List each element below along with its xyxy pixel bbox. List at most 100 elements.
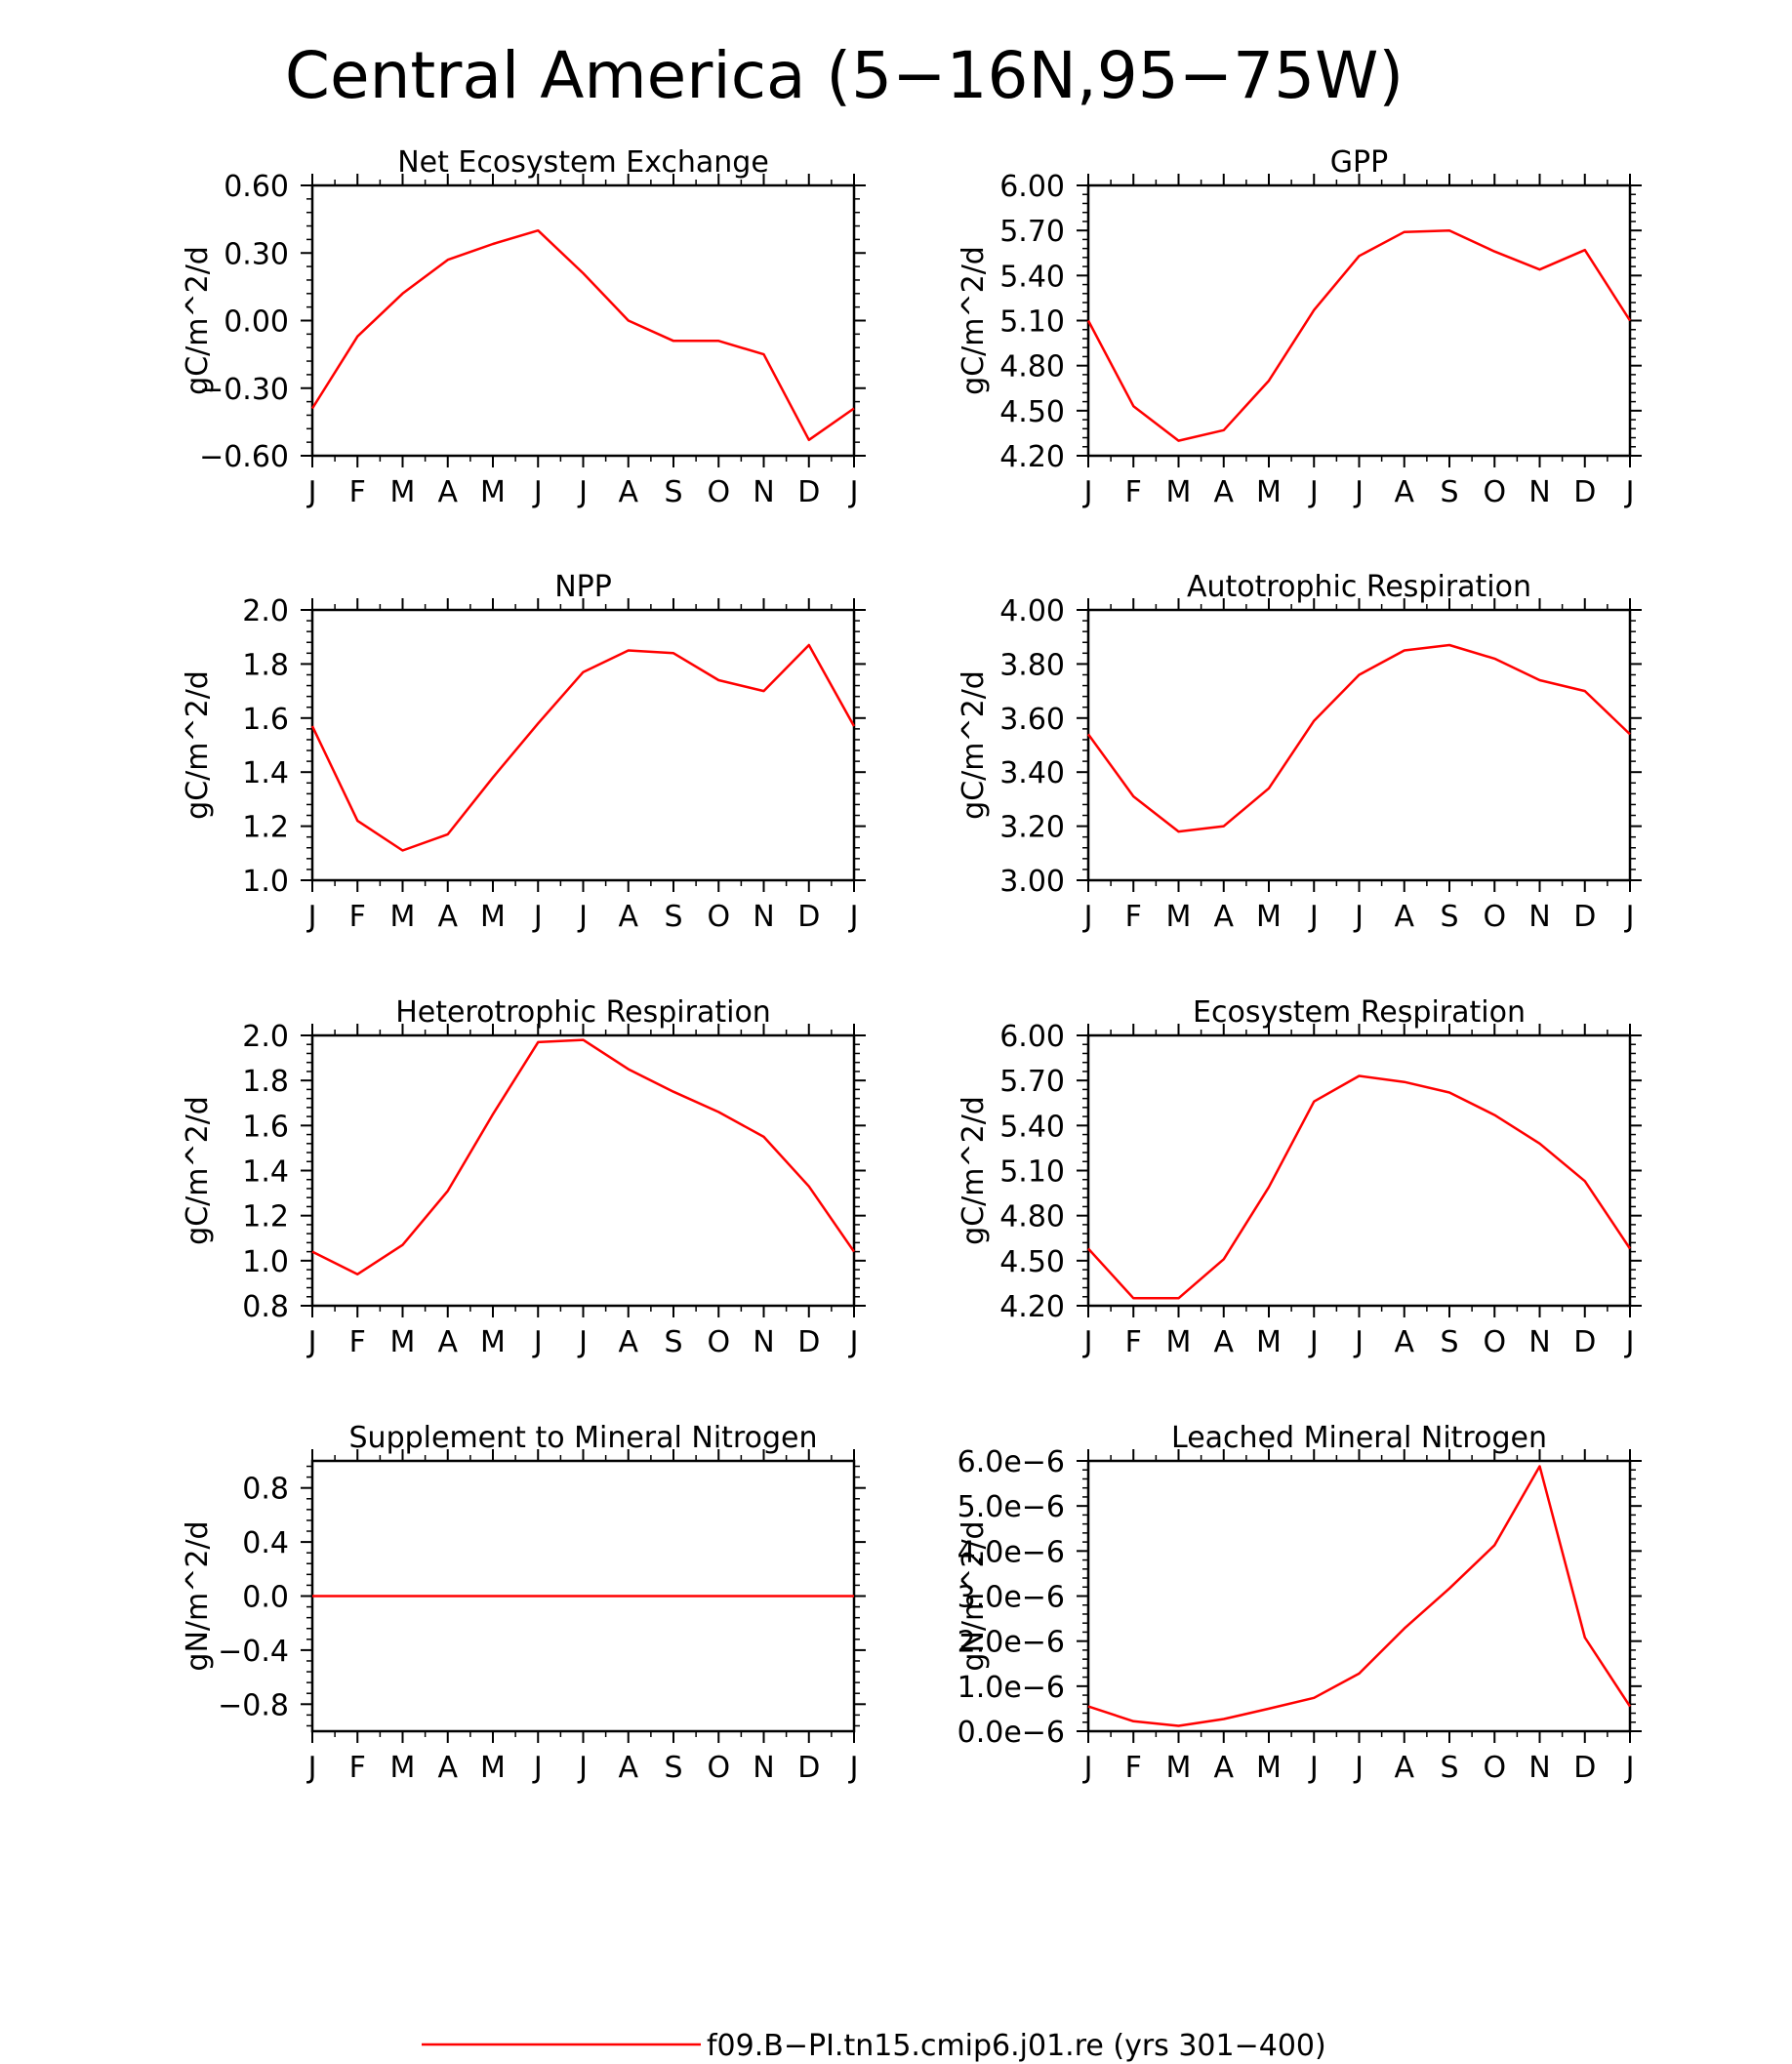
- plot-frame: [310, 183, 856, 458]
- y-tick-label: 6.0e−6: [957, 1445, 1065, 1479]
- x-tick-label: M: [390, 1325, 416, 1359]
- x-tick-label: D: [797, 900, 820, 934]
- x-tick-label: J: [848, 475, 859, 509]
- y-tick-label: 1.0: [242, 865, 289, 899]
- y-tick-label: −0.4: [218, 1635, 289, 1669]
- x-tick-label: S: [1440, 1325, 1458, 1359]
- x-tick-label: D: [1573, 1751, 1596, 1785]
- x-tick-label: J: [577, 475, 588, 509]
- plot-frame: [1086, 608, 1632, 882]
- x-tick-label: A: [618, 900, 638, 934]
- x-tick-label: A: [1213, 900, 1234, 934]
- series-line: [1086, 228, 1632, 442]
- x-tick-label: J: [1624, 1751, 1635, 1785]
- y-tick-label: 1.4: [242, 1155, 289, 1190]
- x-tick-label: J: [1624, 1325, 1635, 1359]
- x-tick-label: O: [1483, 900, 1506, 934]
- x-tick-label: A: [437, 475, 458, 509]
- x-tick-label: A: [437, 900, 458, 934]
- y-tick-label: 1.8: [242, 648, 289, 682]
- x-tick-label: J: [306, 1751, 317, 1785]
- x-tick-label: A: [1213, 475, 1234, 509]
- x-tick-label: D: [797, 1751, 820, 1785]
- x-tick-label: N: [1528, 900, 1550, 934]
- x-tick-label: A: [1394, 1751, 1414, 1785]
- x-tick-label: D: [797, 475, 820, 509]
- series-line: [310, 643, 856, 852]
- x-tick-label: D: [1573, 1325, 1596, 1359]
- y-tick-label: 5.70: [999, 215, 1065, 249]
- x-tick-label: M: [390, 475, 416, 509]
- x-tick-label: J: [1624, 900, 1635, 934]
- x-tick-label: J: [1353, 900, 1364, 934]
- y-tick-label: 0.60: [224, 170, 289, 204]
- y-axis-label: gC/m^2/d: [181, 246, 215, 395]
- y-tick-label: 3.0e−6: [957, 1581, 1065, 1615]
- y-tick-label: 6.00: [999, 170, 1065, 204]
- y-tick-label: 4.20: [999, 440, 1065, 474]
- y-tick-label: 2.0: [242, 594, 289, 628]
- y-tick-label: 0.00: [224, 305, 289, 340]
- y-tick-label: 1.6: [242, 703, 289, 737]
- x-tick-label: A: [1394, 1325, 1414, 1359]
- y-axis-label: gN/m^2/d: [957, 1520, 991, 1671]
- x-tick-label: S: [1440, 475, 1458, 509]
- y-tick-label: 4.80: [999, 350, 1065, 384]
- y-axis-label: gC/m^2/d: [957, 246, 991, 395]
- x-tick-label: S: [664, 475, 682, 509]
- y-tick-label: 4.50: [999, 1245, 1065, 1279]
- y-tick-label: 5.10: [999, 1155, 1065, 1190]
- x-tick-label: O: [1483, 1751, 1506, 1785]
- x-tick-label: M: [390, 1751, 416, 1785]
- x-tick-label: J: [848, 1325, 859, 1359]
- x-tick-label: J: [848, 1751, 859, 1785]
- x-tick-label: N: [753, 1325, 774, 1359]
- x-tick-label: N: [753, 1751, 774, 1785]
- x-tick-label: J: [848, 900, 859, 934]
- x-tick-label: J: [1308, 900, 1319, 934]
- y-tick-label: 5.40: [999, 260, 1065, 294]
- x-tick-label: M: [1166, 1325, 1192, 1359]
- x-tick-label: M: [1256, 900, 1282, 934]
- x-tick-label: J: [1308, 1751, 1319, 1785]
- x-tick-label: A: [618, 1751, 638, 1785]
- plot-frame: [1086, 183, 1632, 458]
- figure-title: Central America (5−16N,95−75W): [285, 38, 1404, 113]
- x-tick-label: J: [1353, 475, 1364, 509]
- x-tick-label: D: [797, 1325, 820, 1359]
- x-tick-label: N: [1528, 1325, 1550, 1359]
- y-tick-label: 6.00: [999, 1020, 1065, 1054]
- x-tick-label: S: [1440, 900, 1458, 934]
- x-tick-label: A: [437, 1751, 458, 1785]
- y-tick-label: 5.0e−6: [957, 1490, 1065, 1524]
- x-tick-label: M: [1256, 1751, 1282, 1785]
- x-tick-label: M: [1166, 1751, 1192, 1785]
- y-tick-label: 5.10: [999, 305, 1065, 340]
- y-tick-label: 1.4: [242, 756, 289, 790]
- y-tick-label: 0.8: [242, 1473, 289, 1507]
- y-axis-label: gC/m^2/d: [181, 670, 215, 820]
- x-tick-label: M: [480, 475, 506, 509]
- x-tick-label: M: [1256, 475, 1282, 509]
- x-tick-label: J: [306, 1325, 317, 1359]
- y-tick-label: 3.80: [999, 648, 1065, 682]
- x-tick-label: F: [349, 1325, 366, 1359]
- x-tick-label: O: [707, 1751, 730, 1785]
- y-tick-label: −0.30: [199, 373, 289, 407]
- y-axis-label: gC/m^2/d: [957, 670, 991, 820]
- x-tick-label: F: [1125, 475, 1142, 509]
- legend-label: f09.B−PI.tn15.cmip6.j01.re (yrs 301−400): [707, 2029, 1326, 2063]
- y-tick-label: 3.40: [999, 756, 1065, 790]
- y-tick-label: 0.30: [224, 237, 289, 271]
- x-tick-label: N: [753, 475, 774, 509]
- x-tick-label: M: [480, 1751, 506, 1785]
- y-tick-label: 1.0e−6: [957, 1671, 1065, 1705]
- x-tick-label: M: [480, 900, 506, 934]
